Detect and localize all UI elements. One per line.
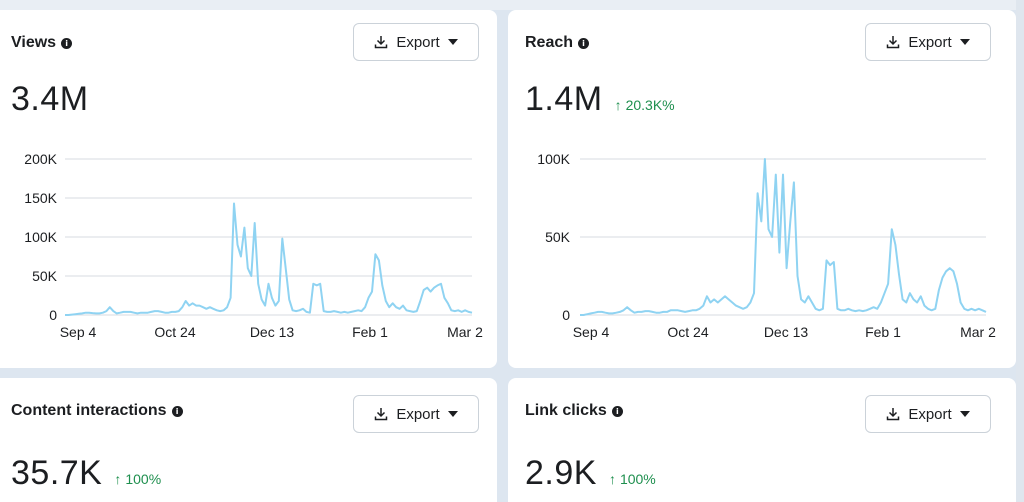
export-label: Export — [908, 33, 952, 51]
x-tick-label: Oct 24 — [154, 324, 195, 340]
export-label: Export — [396, 405, 440, 423]
metric: 1.4M ↑ 20.3K% — [525, 80, 675, 119]
metric: 2.9K ↑ 100% — [525, 454, 656, 493]
arrow-up-icon: ↑ — [608, 471, 616, 487]
delta-value: 100% — [125, 471, 162, 487]
x-tick-label: Mar 2 — [960, 324, 996, 340]
views-line-chart: 0 50K 100K 150K 200K Sep 4 Oct 24 Dec 13 Feb 1 Ma… — [24, 151, 483, 340]
y-tick-label: 50K — [545, 229, 571, 245]
info-icon[interactable]: i — [171, 405, 183, 417]
download-icon — [886, 35, 900, 49]
arrow-up-icon: ↑ — [114, 471, 122, 487]
x-tick-label: Feb 1 — [352, 324, 388, 340]
metric-value: 1.4M — [525, 80, 603, 118]
export-button[interactable]: Export — [353, 23, 479, 61]
x-tick-label: Dec 13 — [250, 324, 295, 340]
card-title-text: Content interactions — [11, 402, 167, 419]
download-icon — [886, 407, 900, 421]
metric: 35.7K ↑ 100% — [11, 454, 161, 493]
delta-value: 20.3K% — [625, 97, 675, 113]
export-button[interactable]: Export — [865, 395, 991, 433]
delta-badge: ↑ 100% — [609, 471, 656, 487]
y-tick-label: 0 — [49, 307, 57, 323]
info-icon[interactable]: i — [611, 405, 623, 417]
views-card: Views i Export 3.4M 0 50K 100K 150K 200K Sep … — [0, 10, 497, 368]
export-label: Export — [908, 405, 952, 423]
series-line — [65, 202, 473, 316]
card-title: Reach i — [525, 34, 590, 52]
top-strip — [0, 0, 1024, 10]
y-tick-label: 50K — [32, 268, 58, 284]
card-title: Link clicks i — [525, 402, 623, 420]
metric-value: 3.4M — [11, 80, 89, 118]
y-tick-label: 150K — [24, 190, 57, 206]
card-title: Content interactions i — [11, 402, 183, 420]
x-tick-label: Feb 1 — [865, 324, 901, 340]
delta-badge: ↑ 100% — [114, 471, 161, 487]
info-icon[interactable]: i — [578, 37, 590, 49]
metric-value: 35.7K — [11, 454, 103, 492]
card-title-text: Reach — [525, 34, 574, 51]
download-icon — [374, 35, 388, 49]
reach-line-chart: 0 50K 100K Sep 4 Oct 24 Dec 13 Feb 1 Mar 2 — [537, 151, 996, 340]
info-icon[interactable]: i — [61, 37, 73, 49]
x-tick-label: Sep 4 — [573, 324, 610, 340]
delta-badge: ↑ 20.3K% — [615, 97, 675, 113]
series-line — [580, 158, 987, 316]
metric-value: 2.9K — [525, 454, 597, 492]
export-button[interactable]: Export — [865, 23, 991, 61]
card-title-text: Views — [11, 34, 57, 51]
download-icon — [374, 407, 388, 421]
content-interactions-card: Content interactions i Export 35.7K ↑ 10… — [0, 378, 497, 502]
x-tick-label: Sep 4 — [60, 324, 97, 340]
y-tick-label: 0 — [562, 307, 570, 323]
caret-down-icon — [959, 39, 970, 45]
y-tick-label: 100K — [537, 151, 570, 167]
link-clicks-card: Link clicks i Export 2.9K ↑ 100% — [508, 378, 1016, 502]
export-label: Export — [396, 33, 440, 51]
x-tick-label: Mar 2 — [447, 324, 483, 340]
export-button[interactable]: Export — [353, 395, 479, 433]
scroll-gutter — [1016, 0, 1024, 502]
x-tick-label: Oct 24 — [667, 324, 708, 340]
caret-down-icon — [447, 411, 458, 417]
y-tick-label: 100K — [24, 229, 57, 245]
reach-card: Reach i Export 1.4M ↑ 20.3K% 0 50K 100K Sep… — [508, 10, 1016, 368]
y-tick-label: 200K — [24, 151, 57, 167]
metric: 3.4M — [11, 80, 89, 119]
card-title-text: Link clicks — [525, 402, 607, 419]
arrow-up-icon: ↑ — [614, 97, 622, 113]
x-tick-label: Dec 13 — [764, 324, 809, 340]
delta-value: 100% — [619, 471, 656, 487]
card-title: Views i — [11, 34, 73, 52]
caret-down-icon — [959, 411, 970, 417]
caret-down-icon — [447, 39, 458, 45]
